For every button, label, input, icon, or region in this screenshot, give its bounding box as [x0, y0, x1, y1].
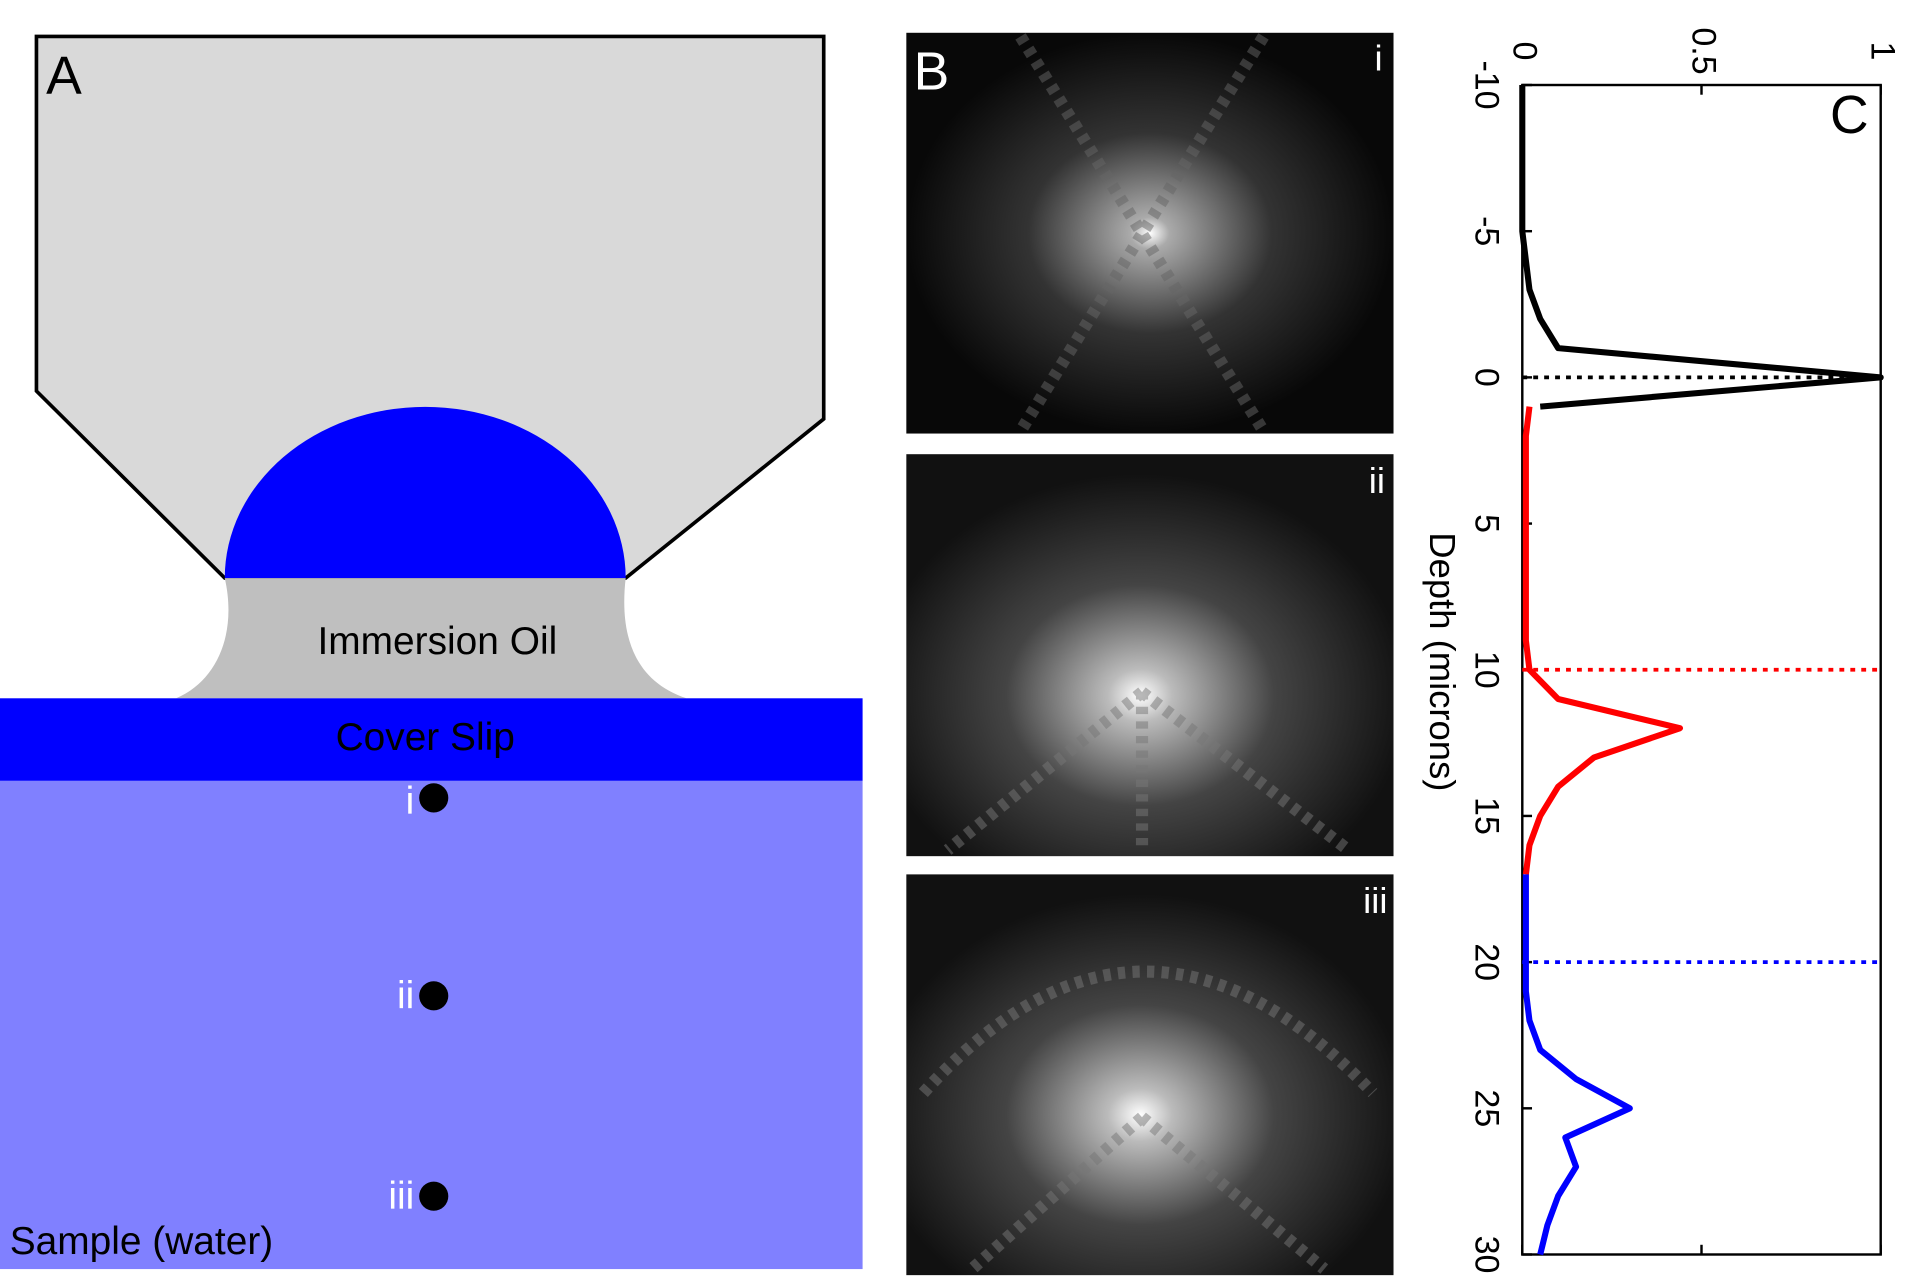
- series-line: [1522, 85, 1880, 407]
- point-label: iii: [388, 1175, 414, 1218]
- x-axis-label: Depth (microns): [1422, 532, 1463, 791]
- psf-image: [906, 33, 1393, 434]
- y-tick-label: 1: [1864, 42, 1902, 61]
- x-tick-label: 25: [1468, 1089, 1506, 1127]
- psf-image: [906, 874, 1393, 1275]
- x-tick-label: 15: [1468, 797, 1506, 835]
- panel-label: C: [1830, 86, 1869, 145]
- panel-label: B: [914, 42, 950, 101]
- figure: A Immersion Oil Cover Slip Sample (water…: [0, 0, 1905, 1280]
- panel-label: A: [46, 47, 82, 106]
- point-label: ii: [397, 975, 414, 1018]
- sample-label: Sample (water): [10, 1220, 274, 1263]
- image-label: ii: [1369, 460, 1385, 501]
- page: A Immersion Oil Cover Slip Sample (water…: [0, 0, 1905, 1280]
- x-tick-label: 10: [1468, 651, 1506, 689]
- x-tick-label: 30: [1468, 1236, 1506, 1274]
- point: [419, 783, 448, 812]
- cover-slip-label: Cover Slip: [336, 716, 515, 759]
- y-tick-label: 0: [1505, 42, 1543, 61]
- point-label: i: [406, 780, 415, 823]
- x-tick-label: 20: [1468, 943, 1506, 981]
- point: [419, 1182, 448, 1211]
- oil-label: Immersion Oil: [318, 620, 558, 663]
- x-tick-label: -10: [1468, 60, 1506, 109]
- x-tick-label: 5: [1468, 514, 1506, 533]
- x-tick-label: -5: [1468, 216, 1506, 246]
- psf-image: [906, 454, 1393, 856]
- series-line: [1526, 874, 1630, 1254]
- image-label: iii: [1363, 880, 1387, 921]
- point: [419, 981, 448, 1010]
- x-tick-label: 0: [1468, 368, 1506, 387]
- y-tick-label: 0.5: [1685, 27, 1723, 74]
- image-label: i: [1374, 37, 1382, 78]
- series-line: [1526, 407, 1680, 875]
